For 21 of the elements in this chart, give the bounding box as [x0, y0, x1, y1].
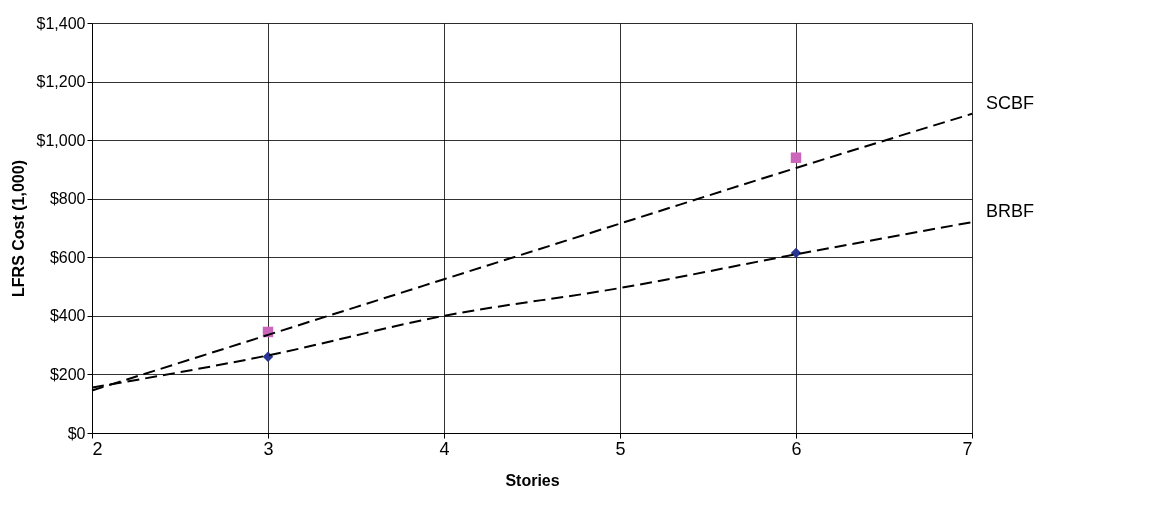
y-tick-label: $1,000 [36, 131, 86, 149]
y-tick-label: $1,200 [36, 73, 86, 91]
y-tick-label: $1,400 [36, 14, 86, 32]
y-tick-label: $200 [49, 365, 86, 383]
x-tick-label: 7 [962, 438, 973, 459]
series-label: BRBF [986, 201, 1035, 222]
y-tick-label: $400 [49, 307, 86, 325]
point [790, 152, 802, 163]
y-tick-label: $800 [49, 190, 86, 208]
point [790, 247, 802, 259]
x-axis-title: Stories [505, 471, 560, 489]
x-tick-label: 3 [263, 438, 274, 459]
series-label: SCBF [986, 92, 1035, 113]
y-axis-title: LFRS Cost (1,000) [9, 160, 27, 297]
x-tick-label: 2 [92, 438, 103, 459]
x-tick-label: 5 [615, 438, 626, 459]
x-tick-label: 6 [791, 438, 802, 459]
x-tick-label: 4 [439, 438, 450, 459]
y-tick-label: $600 [49, 248, 86, 266]
point [262, 351, 274, 363]
y-tick-label: $0 [67, 424, 86, 442]
